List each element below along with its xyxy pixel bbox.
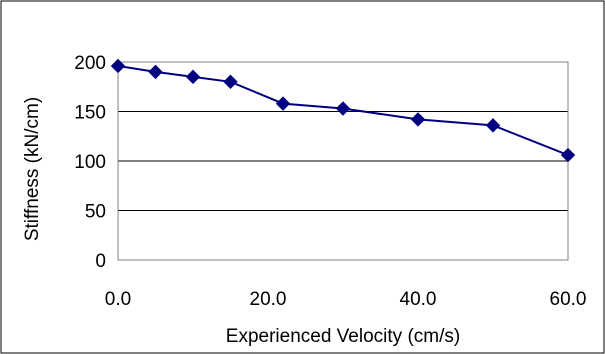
data-point-marker (223, 74, 238, 90)
data-point-marker (185, 69, 201, 85)
data-markers (110, 58, 576, 163)
y-tick-label: 200 (74, 53, 106, 74)
y-tick-label: 0 (95, 251, 106, 272)
data-point-marker (148, 64, 163, 80)
x-axis-title: Experienced Velocity (cm/s) (226, 326, 460, 347)
y-tick-label: 100 (74, 152, 106, 173)
x-axis-ticks: 0.0 20.0 40.0 60.0 (105, 289, 587, 310)
x-tick-label: 60.0 (550, 289, 587, 310)
x-tick-label: 0.0 (105, 289, 131, 310)
y-axis-title: Stiffness (kN/cm) (22, 97, 43, 241)
y-axis-ticks: 0 50 100 150 200 (74, 53, 106, 272)
y-tick-label: 50 (85, 202, 106, 223)
data-point-marker (335, 101, 351, 116)
data-point-marker (485, 118, 501, 133)
x-tick-label: 40.0 (400, 289, 437, 310)
y-tick-label: 150 (74, 103, 106, 124)
x-tick-label: 20.0 (250, 289, 287, 310)
data-point-marker (110, 58, 126, 74)
data-point-marker (275, 96, 291, 111)
data-point-marker (410, 112, 426, 127)
data-point-marker (560, 147, 576, 163)
